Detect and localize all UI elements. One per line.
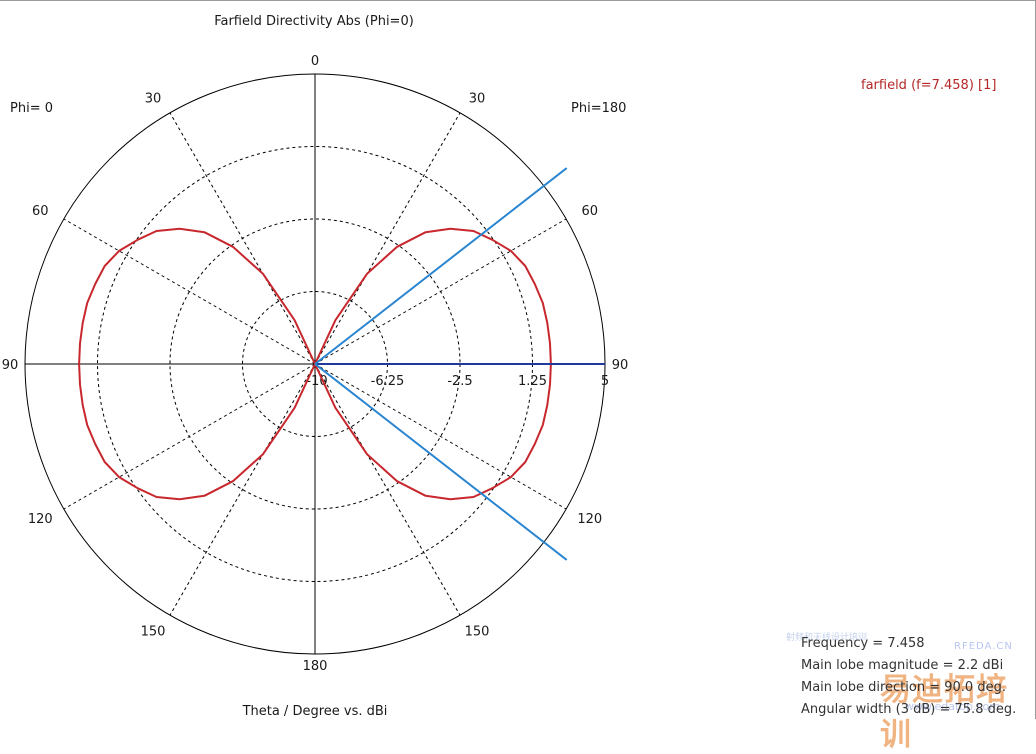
- angle-tick-label: 150: [141, 625, 166, 640]
- radial-tick-label: 1.25: [518, 374, 547, 389]
- angle-labels: 0 30 30 60 60 90 90 120 120 150 150 180: [2, 54, 629, 674]
- grid-spoke: [169, 112, 316, 365]
- watermark-url: www.edatop.com: [905, 700, 1000, 713]
- main-lobe-markers: [314, 167, 605, 561]
- angle-tick-label: 0: [311, 54, 319, 69]
- grid-spoke: [314, 218, 567, 365]
- info-main-lobe-direction: Main lobe direction = 90.0 deg.: [801, 680, 1006, 695]
- angle-tick-label: 120: [28, 512, 53, 527]
- legend-entry: farfield (f=7.458) [1]: [861, 78, 997, 93]
- phi-right-label: Phi=180: [571, 101, 626, 116]
- radial-labels: -10 -6.25 -2.5 1.25 5: [306, 374, 609, 389]
- main-lobe-info: Frequency = 7.458 Main lobe magnitude = …: [801, 633, 1016, 721]
- info-frequency: Frequency = 7.458: [801, 636, 925, 651]
- angle-tick-label: 150: [465, 625, 490, 640]
- angle-tick-label: 30: [469, 91, 486, 106]
- angle-tick-label: 90: [2, 358, 19, 373]
- watermark-small: 射频和天线设计培训: [786, 633, 868, 643]
- angle-tick-label: 180: [303, 659, 328, 674]
- info-angular-width: Angular width (3 dB) = 75.8 deg.: [801, 702, 1017, 717]
- beam-width-line: [314, 363, 568, 561]
- grid-spoke: [314, 112, 461, 365]
- angle-tick-label: 30: [145, 91, 162, 106]
- angle-tick-label: 60: [32, 204, 49, 219]
- angle-tick-label: 90: [612, 358, 629, 373]
- radial-tick-label: -6.25: [371, 374, 405, 389]
- grid-spoke: [63, 363, 316, 510]
- top-border: [0, 0, 1036, 1]
- radial-tick-label: -2.5: [447, 374, 472, 389]
- grid-spoke: [63, 218, 316, 365]
- beam-width-line: [314, 167, 568, 365]
- angle-tick-label: 60: [581, 204, 598, 219]
- radial-tick-label: 5: [601, 374, 609, 389]
- grid-spoke: [314, 363, 567, 510]
- info-main-lobe-magnitude: Main lobe magnitude = 2.2 dBi: [801, 658, 1004, 673]
- watermark-site: RFEDA.CN: [954, 641, 1013, 652]
- grid-spoke: [169, 363, 316, 616]
- grid-spoke: [314, 363, 461, 616]
- x-axis-label: Theta / Degree vs. dBi: [242, 704, 388, 719]
- angle-tick-label: 120: [577, 512, 602, 527]
- chart-title: Farfield Directivity Abs (Phi=0): [214, 14, 414, 29]
- phi-left-label: Phi= 0: [10, 101, 53, 116]
